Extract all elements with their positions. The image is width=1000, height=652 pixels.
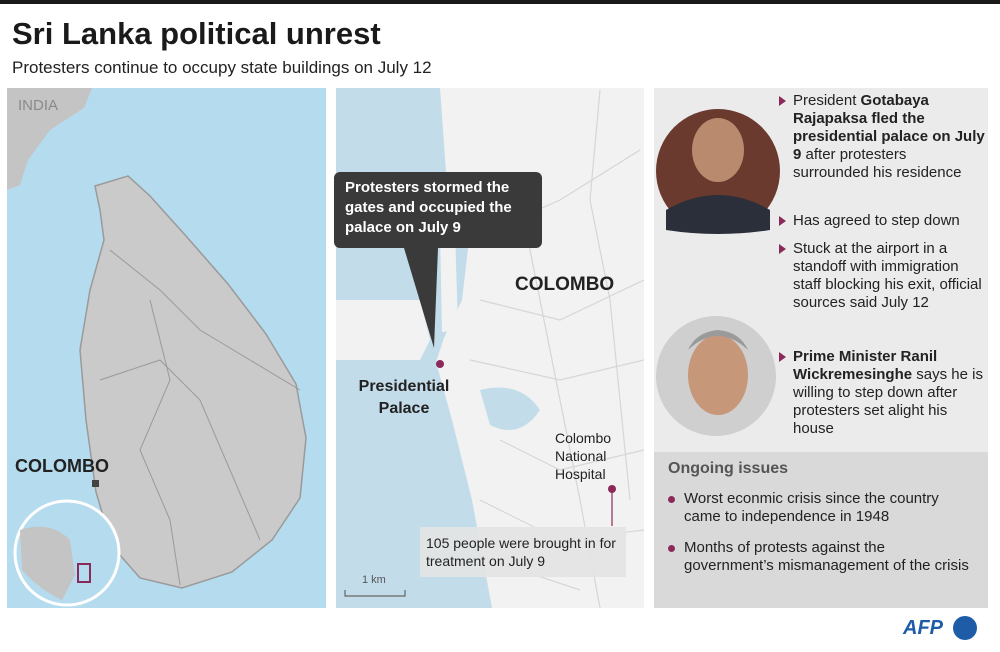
city-label: COLOMBO	[15, 456, 109, 476]
inset-land	[20, 526, 75, 600]
hospital-label: Colombo National Hospital	[555, 430, 612, 482]
scale-label: 1 km	[362, 574, 386, 586]
issue-bullet: Months of protests against the governmen…	[668, 539, 976, 575]
colombo-marker	[92, 480, 99, 487]
country-label: INDIA	[18, 97, 59, 114]
note-box	[420, 527, 626, 577]
callout-box	[334, 172, 542, 348]
ongoing-heading: Ongoing issues	[668, 460, 789, 477]
bullet-text: says he is willing to step down after pr…	[793, 366, 983, 437]
province-border	[139, 299, 181, 586]
credit: AFP	[903, 617, 943, 639]
subtitle: Protesters continue to occupy state buil…	[12, 58, 432, 77]
bullet: Stuck at the airport in a standoff with …	[779, 240, 985, 312]
bullet: Has agreed to step down	[779, 212, 985, 230]
province-border	[99, 359, 261, 541]
port-pier	[440, 228, 458, 332]
bullet: Prime Minister Ranil Wickremesinghe says…	[779, 348, 985, 438]
bullet-marker	[668, 496, 675, 503]
photo-face	[692, 118, 744, 182]
beira-lake	[480, 387, 540, 430]
province-border	[109, 249, 301, 391]
logo-dot	[953, 616, 977, 640]
photo-suit	[666, 195, 770, 234]
bullet-marker	[779, 244, 786, 254]
photo-face	[688, 335, 748, 415]
issue-bullet: Worst econmic crisis since the country c…	[668, 490, 976, 526]
photo-hair	[688, 330, 748, 350]
india-land	[7, 88, 92, 190]
bullet-bold-text: Gotabaya Rajapaksa fled the presidential…	[793, 92, 985, 163]
hospital-note: 105 people were brought in for treatment…	[426, 535, 616, 569]
callout-text: Protesters stormed the gates and occupie…	[345, 179, 512, 236]
palace-marker	[436, 360, 444, 368]
bullet-text: Has agreed to step down	[793, 212, 960, 229]
scale-bar	[344, 590, 406, 597]
ongoing-panel	[654, 452, 988, 608]
bullet-marker	[668, 545, 675, 552]
issue-text: Months of protests against the governmen…	[684, 539, 969, 574]
top-rule	[0, 0, 1000, 4]
sri-lanka-land	[79, 175, 307, 589]
palace-label: Presidential Palace	[358, 378, 450, 417]
roads	[469, 89, 645, 609]
hospital-marker	[608, 485, 616, 493]
issue-text: Worst econmic crisis since the country c…	[684, 490, 939, 525]
bullet-text: President	[793, 92, 861, 109]
title: Sri Lanka political unrest	[12, 16, 381, 51]
bullet-text: Stuck at the airport in a standoff with …	[793, 240, 982, 311]
city-name: COLOMBO	[515, 274, 615, 295]
bullet-text: after protesters surrounded his residenc…	[793, 146, 962, 181]
bullet: President Gotabaya Rajapaksa fled the pr…	[779, 92, 985, 182]
bullet-marker	[779, 352, 786, 362]
bullet-marker	[779, 96, 786, 106]
bullet-marker	[779, 216, 786, 226]
bullet-bold-text: Prime Minister Ranil Wickremesinghe	[793, 348, 938, 383]
inset-locator	[77, 563, 91, 583]
port-pier	[336, 300, 430, 360]
